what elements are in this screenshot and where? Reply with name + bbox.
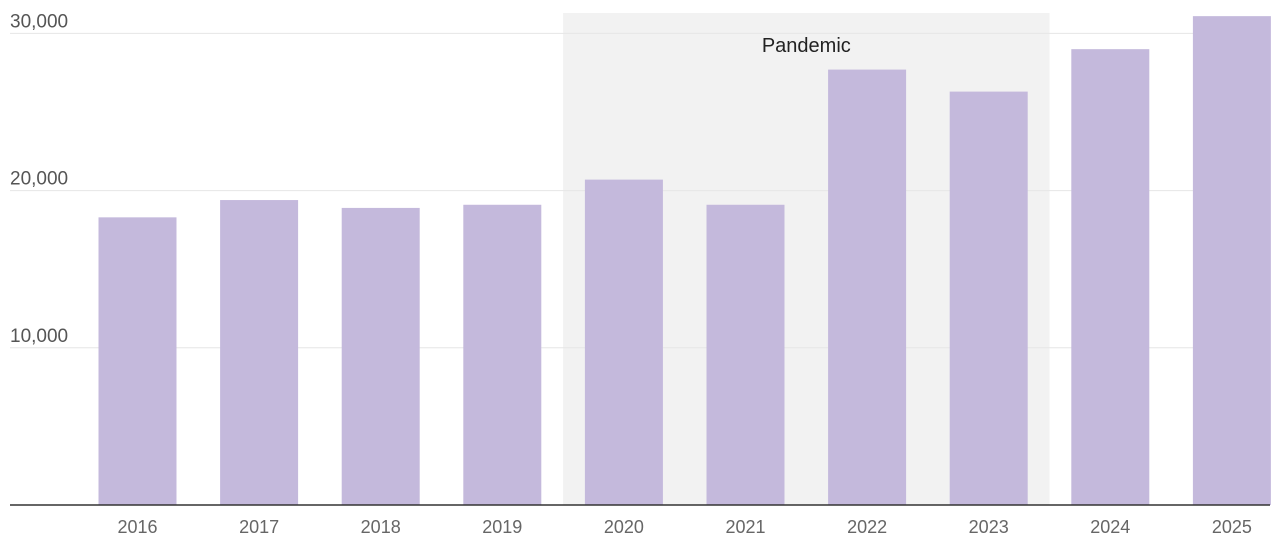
- x-tick-label: 2021: [725, 517, 765, 535]
- x-tick-label: 2022: [847, 517, 887, 535]
- x-tick-label: 2025: [1212, 517, 1252, 535]
- bar-2021: [706, 204, 785, 506]
- bar-2018: [341, 207, 420, 505]
- y-tick-label: 20,000: [10, 169, 68, 190]
- bar-2023: [949, 91, 1028, 506]
- x-tick-label: 2024: [1090, 517, 1130, 535]
- y-tick-label: 10,000: [10, 326, 68, 347]
- bar-2019: [463, 204, 542, 506]
- x-tick-label: 2016: [117, 517, 157, 535]
- pandemic-annotation: Pandemic: [762, 35, 851, 57]
- bar-2017: [220, 200, 299, 505]
- y-tick-label: 30,000: [10, 11, 68, 32]
- x-tick-label: 2018: [361, 517, 401, 535]
- bar-2020: [584, 179, 663, 505]
- x-tick-label: 2019: [482, 517, 522, 535]
- bar-2025: [1192, 16, 1271, 506]
- x-tick-label: 2017: [239, 517, 279, 535]
- x-tick-label: 2023: [969, 517, 1009, 535]
- bar-2016: [98, 217, 177, 506]
- x-tick-label: 2020: [604, 517, 644, 535]
- bar-2024: [1071, 49, 1150, 506]
- bar-2022: [828, 69, 907, 505]
